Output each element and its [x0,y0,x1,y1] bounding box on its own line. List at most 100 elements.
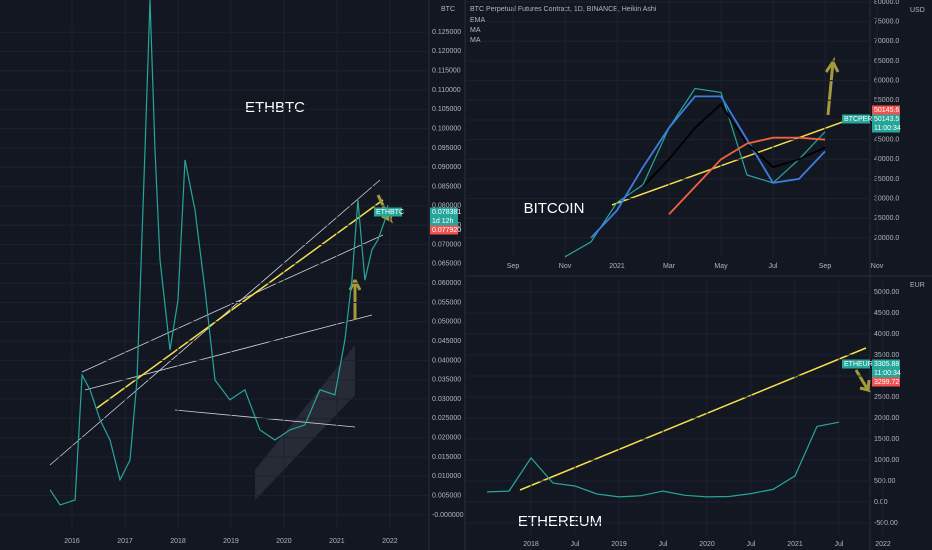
x-tick-label: Jul [747,541,756,548]
x-tick-label: Jul [571,541,580,548]
arrow [824,56,840,116]
y-tick-label: 40000.0 [874,156,899,163]
y-tick-label: 20000.0 [874,235,899,242]
x-tick-label: Jul [835,541,844,548]
y-tick-label: 4500.00 [874,310,899,317]
x-tick-label: 2021 [787,541,803,548]
y-tick-label: 0.030000 [432,396,461,403]
y-tick-label: 60000.0 [874,77,899,84]
price-tag [430,207,458,217]
y-tick-label: 45000.0 [874,136,899,143]
x-tick-label: 2016 [64,538,80,545]
y-tick-label: 3500.00 [874,352,899,359]
trendline [84,314,373,391]
y-tick-label: 0.105000 [432,106,461,113]
y-tick-label: -0.000000 [432,512,464,519]
y-tick-label: 0.005000 [432,492,461,499]
price-tag-label: 11:00:34 [874,125,901,132]
x-tick-label: 2018 [523,541,539,548]
price-tag [842,359,870,369]
price-tag [872,123,900,133]
y-tick-label: 0.120000 [432,48,461,55]
legend-entry: EMA [470,17,486,24]
x-tick-label: Jul [769,263,778,270]
y-tick-label: 1000.00 [874,457,899,464]
y-tick-label: 0.065000 [432,261,461,268]
y-tick-label: 35000.0 [874,176,899,183]
trendline [96,199,384,409]
price-tag-label: 3299.72 [874,379,899,386]
trendline [519,347,867,491]
unit: EUR [910,282,925,289]
y-tick-label: 30000.0 [874,195,899,202]
price-tag [872,359,900,369]
y-tick-label: 0.055000 [432,299,461,306]
subtitle: BTC Perpetual Futures Contract, 1D, BINA… [470,6,657,13]
x-tick-label: 2020 [276,538,292,545]
legend-entry: MA [470,27,481,34]
x-tick-label: 2022 [382,538,398,545]
y-tick-label: 0.020000 [432,435,461,442]
trendline [81,234,384,373]
y-tick-label: 0.090000 [432,164,461,171]
y-tick-label: 55000.0 [874,97,899,104]
x-tick-label: May [714,263,728,270]
y-tick-label: 0.085000 [432,183,461,190]
price-tag-label: 50145.6 [874,107,899,114]
y-tick-label: 25000.0 [874,215,899,222]
y-tick-label: 80000.0 [874,0,899,6]
unit: USD [910,7,925,14]
trendline [611,114,863,206]
y-tick-label: 0.010000 [432,473,461,480]
y-tick-label: 0.125000 [432,29,461,36]
y-tick-label: 0.110000 [432,87,461,94]
price-tag [430,225,458,235]
y-tick-label: -500.00 [874,520,898,527]
x-tick-label: Sep [507,263,520,270]
price-line [49,0,389,506]
x-tick-label: 2019 [611,541,627,548]
chart-panel: 5000.004500.004000.003500.003000.002500.… [465,282,901,548]
y-tick-label: 0.00 [874,499,888,506]
chart-title: ETHEREUM [518,513,602,530]
y-tick-label: 0.070000 [432,241,461,248]
price-tag-label: 0.078381 [432,209,461,216]
chart-panel: 80000.0 75000.0 70000.0 65000.0 60000.0 55000… [465,0,901,270]
price-tag-label: ETHBTC [376,209,404,216]
x-tick-label: 2018 [170,538,186,545]
price-line [590,95,826,239]
price-tag [842,114,870,124]
price-line [668,136,826,215]
y-tick-label: 65000.0 [874,58,899,65]
x-tick-label: Nov [559,263,572,270]
chart-title: ETHBTC [245,99,305,116]
y-tick-label: 0.095000 [432,145,461,152]
y-tick-label: 0.025000 [432,415,461,422]
y-tick-label: 0.045000 [432,338,461,345]
y-tick-label: 0.060000 [432,280,461,287]
x-tick-label: 2021 [609,263,625,270]
price-tag-label: 1d 12h [432,218,454,225]
y-tick-label: 70000.0 [874,38,899,45]
chart-panel: 0.125000 0.120000 0.115000 0.110000 0.105000… [0,0,464,545]
y-tick-label: 500.00 [874,478,896,485]
price-tag-label: 3305.88 [874,361,899,368]
price-tag-label: 0.077920 [432,227,461,234]
y-tick-label: 0.015000 [432,454,461,461]
y-tick-label: 75000.0 [874,18,899,25]
arrow [854,369,872,393]
price-tag-label: ETHEUR [844,361,873,368]
y-tick-label: 2500.00 [874,394,899,401]
price-line [564,87,826,258]
price-tag [872,105,900,115]
y-tick-label: 0.080000 [432,203,461,210]
x-tick-label: 2019 [223,538,239,545]
price-tag [374,207,402,217]
legend-entry: MA [470,37,481,44]
price-tag [872,368,900,378]
x-tick-label: Nov [871,263,884,270]
y-tick-label: 0.115000 [432,68,461,75]
